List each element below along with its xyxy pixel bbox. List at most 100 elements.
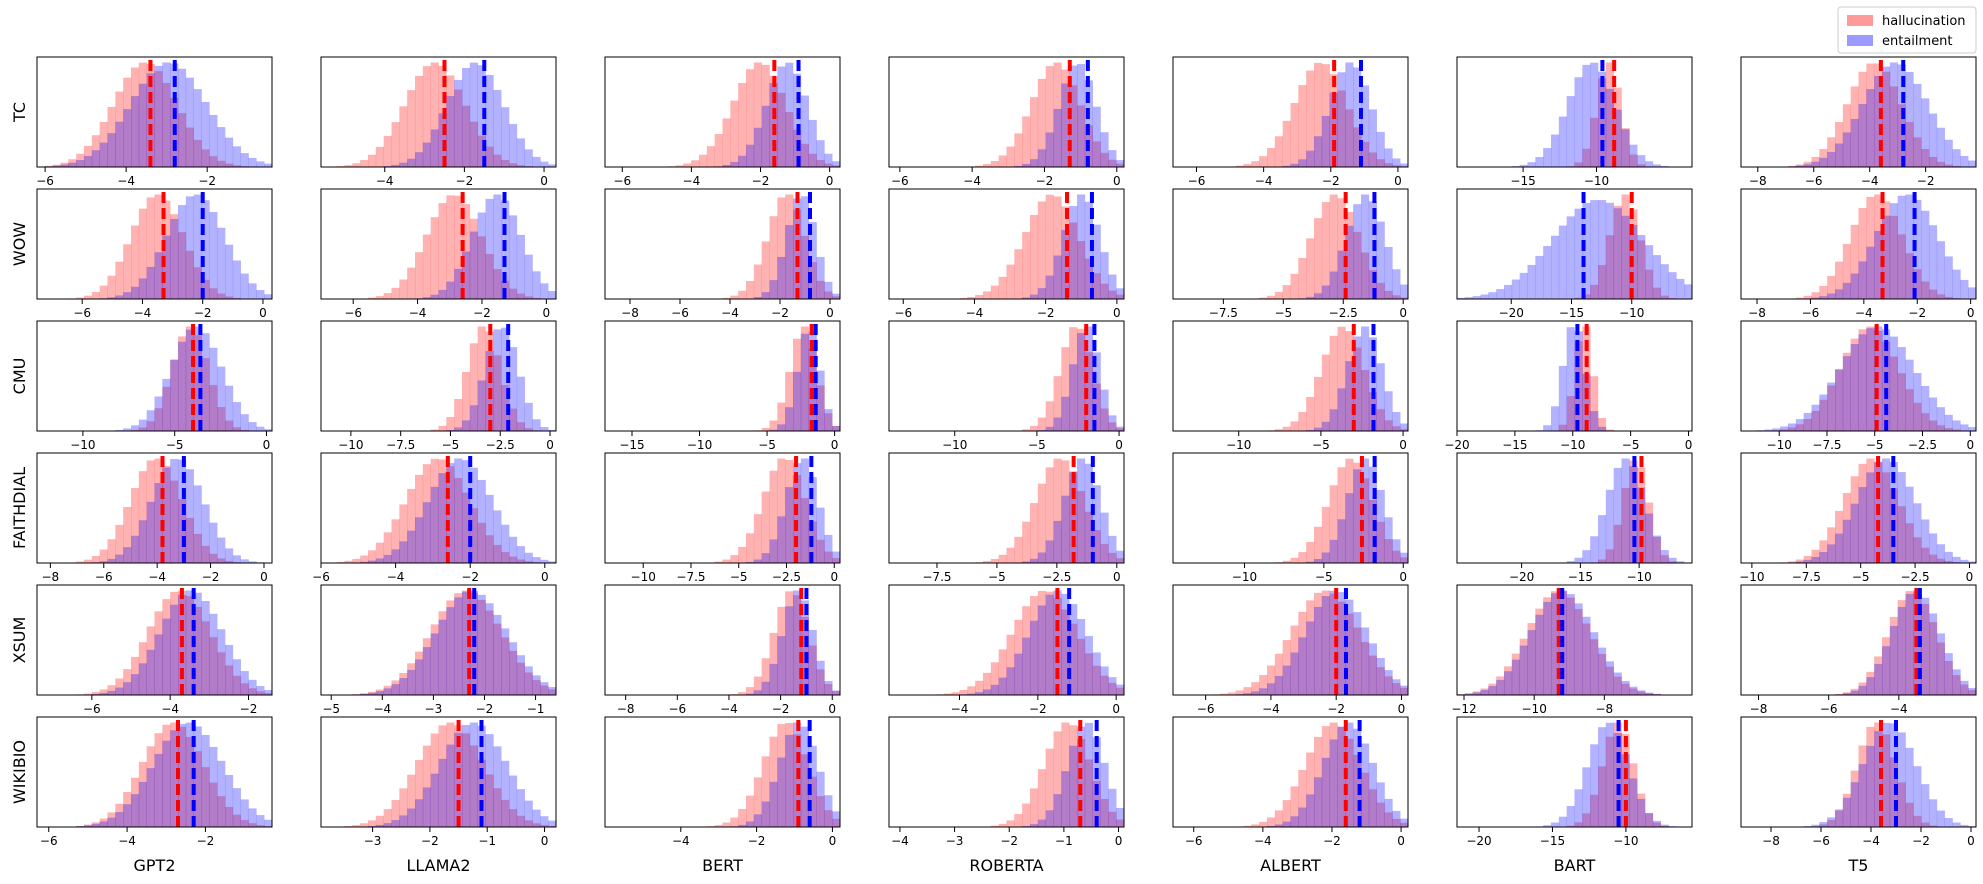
entailment-bar bbox=[1290, 816, 1299, 827]
hallucination-bar bbox=[115, 524, 124, 563]
entailment-bar bbox=[1392, 412, 1401, 431]
hallucination-bar bbox=[91, 135, 100, 167]
entailment-bar bbox=[1329, 271, 1338, 299]
entailment-bar bbox=[162, 378, 171, 431]
hallucination-bar bbox=[1306, 600, 1315, 695]
hallucination-bar bbox=[524, 561, 533, 563]
entailment-bar bbox=[1905, 194, 1914, 299]
entailment-bar bbox=[1897, 606, 1906, 695]
entailment-bar bbox=[1504, 671, 1513, 695]
entailment-bar bbox=[99, 142, 108, 167]
panel-tc-gpt2: −6 −4 −2 bbox=[36, 56, 273, 188]
hallucination-bar bbox=[722, 297, 731, 299]
hallucination-bar bbox=[1077, 638, 1086, 695]
entailment-bar bbox=[540, 559, 549, 563]
entailment-bar bbox=[509, 347, 518, 431]
hallucination-bar bbox=[209, 782, 218, 827]
hallucination-bar bbox=[209, 553, 218, 563]
hallucination-bar bbox=[201, 358, 210, 431]
hallucination-bar bbox=[1858, 207, 1867, 299]
entailment-bar bbox=[808, 222, 817, 299]
entailment-bar bbox=[170, 604, 179, 695]
entailment-bar bbox=[154, 65, 163, 167]
entailment-bar bbox=[1022, 297, 1031, 299]
hallucination-bar bbox=[138, 62, 147, 167]
hallucination-bar bbox=[407, 267, 416, 299]
hallucination-bar bbox=[1061, 206, 1070, 299]
panel-frame bbox=[888, 188, 1125, 300]
entailment-bar bbox=[407, 808, 416, 827]
x-tick-label: −2 bbox=[771, 306, 789, 320]
panel-frame bbox=[1172, 188, 1409, 300]
entailment-bar bbox=[1464, 297, 1473, 299]
x-tick-label: 0 bbox=[1398, 702, 1406, 716]
panel-wow-llama2: −6 −4 −2 0 bbox=[320, 188, 557, 320]
x-tick-label: 0 bbox=[829, 834, 837, 848]
hallucination-bar bbox=[415, 759, 424, 827]
entailment-bar bbox=[1613, 109, 1622, 167]
x-tick-label: −2 bbox=[461, 570, 479, 584]
hallucination-bar bbox=[407, 774, 416, 827]
entailment-bar bbox=[824, 681, 833, 695]
hallucination-bar bbox=[1259, 297, 1268, 299]
entailment-bar bbox=[1314, 293, 1323, 299]
hallucination-bar bbox=[1220, 693, 1229, 695]
entailment-bar bbox=[540, 283, 549, 299]
hallucination-bar bbox=[123, 77, 132, 167]
hallucination-bar bbox=[998, 155, 1007, 167]
entailment-bar bbox=[1566, 327, 1575, 431]
entailment-bar bbox=[1282, 165, 1291, 167]
entailment-bar bbox=[1652, 820, 1661, 827]
hallucination-bar bbox=[162, 724, 171, 827]
hallucination-bar bbox=[1464, 693, 1473, 695]
entailment-bar bbox=[1874, 75, 1883, 167]
hallucination-bar bbox=[1511, 653, 1520, 695]
hallucination-bar bbox=[761, 658, 770, 695]
hallucination-bar bbox=[1866, 63, 1875, 168]
hallucination-bar bbox=[1905, 591, 1914, 695]
entailment-bar bbox=[422, 142, 431, 167]
entailment-bar bbox=[201, 200, 210, 299]
entailment-bar bbox=[808, 119, 817, 167]
entailment-bar bbox=[217, 629, 226, 695]
x-tick-label: −2 bbox=[421, 834, 439, 848]
entailment-bar bbox=[1621, 129, 1630, 167]
entailment-bar bbox=[532, 419, 541, 431]
panel-xsum-bart: −12 −10 −8 bbox=[1451, 584, 1693, 716]
hallucination-bar bbox=[170, 360, 179, 431]
hallucination-bar bbox=[1077, 328, 1086, 431]
hallucination-bar bbox=[769, 470, 778, 563]
hallucination-bar bbox=[1337, 727, 1346, 827]
entailment-bar bbox=[1866, 246, 1875, 299]
hallucination-bar bbox=[1368, 499, 1377, 563]
entailment-bar bbox=[360, 561, 369, 563]
x-tick-label: −4 bbox=[1861, 174, 1879, 188]
hallucination-bar bbox=[178, 113, 187, 167]
x-tick-label: −8 bbox=[42, 570, 60, 584]
x-tick-label: 0 bbox=[826, 174, 834, 188]
entailment-bar bbox=[1613, 467, 1622, 563]
entailment-bar bbox=[454, 458, 463, 563]
entailment-bar bbox=[1488, 686, 1497, 695]
entailment-bar bbox=[462, 460, 471, 563]
entailment-bar bbox=[1321, 552, 1330, 563]
hallucination-bar bbox=[493, 355, 502, 431]
hallucination-bar bbox=[1480, 688, 1489, 695]
hallucination-bar bbox=[998, 649, 1007, 695]
hallucination-bar bbox=[1400, 687, 1409, 695]
hallucination-bar bbox=[1329, 485, 1338, 563]
hallucination-bar bbox=[1835, 510, 1844, 563]
entailment-bar bbox=[1788, 423, 1797, 431]
hallucination-bar bbox=[407, 488, 416, 563]
entailment-bar bbox=[1053, 520, 1062, 563]
entailment-bar bbox=[1392, 158, 1401, 167]
hallucination-bar bbox=[1282, 800, 1291, 827]
hallucination-bar bbox=[1282, 426, 1291, 431]
entailment-bar bbox=[107, 817, 116, 827]
x-tick-label: 0 bbox=[1113, 570, 1121, 584]
hallucination-bar bbox=[1243, 825, 1252, 827]
entailment-bar bbox=[524, 666, 533, 695]
entailment-bar bbox=[1321, 285, 1330, 299]
entailment-bar bbox=[193, 485, 202, 563]
hallucination-bar bbox=[967, 296, 976, 299]
